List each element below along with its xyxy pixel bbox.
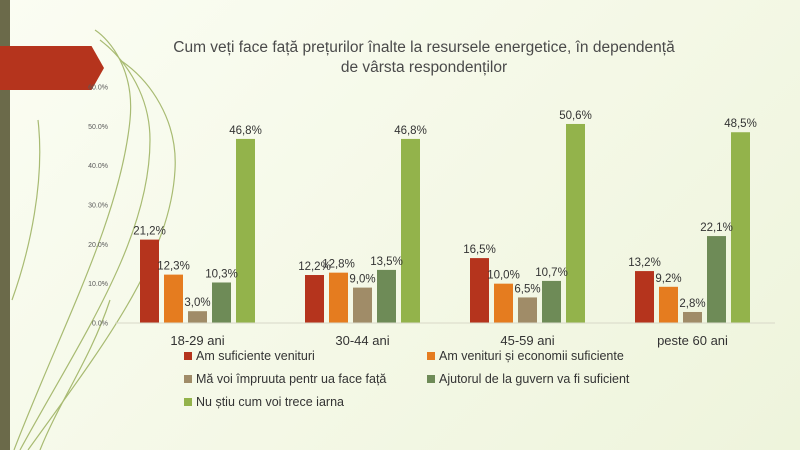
decorative-curves xyxy=(11,29,176,450)
title-ribbon xyxy=(0,46,104,90)
legend-swatch xyxy=(427,352,435,360)
x-tick-label: 18-29 ani xyxy=(170,333,224,348)
data-label: 16,5% xyxy=(463,244,496,256)
left-accent-bar xyxy=(0,0,10,450)
data-label: 22,1% xyxy=(700,222,733,234)
legend-label: Am venituri și economii suficiente xyxy=(439,349,624,363)
data-labels: 21,2% 12,3% 3,0% 10,3% 46,8% 12,2%12,8% 9,0% 13… xyxy=(133,110,757,310)
data-label: 12,8% xyxy=(322,259,355,271)
data-label: 50,6% xyxy=(559,110,592,122)
x-tick-label: 30-44 ani xyxy=(335,333,389,348)
data-label: 9,2% xyxy=(655,273,681,285)
legend-swatch xyxy=(184,398,192,406)
legend-swatch xyxy=(184,352,192,360)
data-label: 13,5% xyxy=(370,256,403,268)
bar xyxy=(329,272,348,323)
bar xyxy=(566,123,585,324)
data-label: 48,5% xyxy=(724,118,757,130)
data-label: 12,3% xyxy=(157,261,190,273)
bar xyxy=(188,311,207,323)
bars xyxy=(140,123,750,324)
bar xyxy=(518,297,537,323)
bar xyxy=(236,138,255,323)
data-label: 13,2% xyxy=(628,257,661,269)
bar xyxy=(353,287,372,323)
data-label: 6,5% xyxy=(514,283,540,295)
data-label: 12,2% xyxy=(298,261,331,273)
y-tick-label: 10.0% xyxy=(88,281,108,288)
data-label: 9,0% xyxy=(349,274,375,286)
legend-label: Nu știu cum voi trece iarna xyxy=(196,395,344,409)
bar xyxy=(707,236,726,323)
bar xyxy=(542,280,561,323)
y-axis: 0.0% 10.0% 20.0% 30.0% 40.0% 50.0% 60.0% xyxy=(88,85,108,328)
x-axis: 18-29 ani 30-44 ani 45-59 ani peste 60 ani xyxy=(115,322,775,348)
y-tick-label: 0.0% xyxy=(92,321,108,328)
chart-title-line: de vârsta respondenților xyxy=(341,59,507,76)
data-label: 10,0% xyxy=(487,270,520,282)
bar xyxy=(659,286,678,323)
x-tick-label: 45-59 ani xyxy=(500,333,554,348)
legend: Am suficiente venituri Am venituri și eco… xyxy=(184,349,630,409)
data-label: 46,8% xyxy=(229,125,262,137)
y-tick-label: 40.0% xyxy=(88,163,108,170)
data-label: 10,7% xyxy=(535,267,568,279)
data-label: 21,2% xyxy=(133,226,166,238)
bar xyxy=(164,274,183,323)
bar xyxy=(494,283,513,323)
legend-swatch xyxy=(427,375,435,383)
legend-swatch xyxy=(184,375,192,383)
y-tick-label: 30.0% xyxy=(88,203,108,210)
y-tick-label: 50.0% xyxy=(88,124,108,131)
x-tick-label: peste 60 ani xyxy=(657,333,728,348)
bar xyxy=(683,311,702,323)
bar xyxy=(377,269,396,323)
y-tick-label: 20.0% xyxy=(88,242,108,249)
bar xyxy=(635,271,654,323)
data-label: 3,0% xyxy=(184,297,210,309)
y-tick-label: 60.0% xyxy=(88,85,108,92)
data-label: 2,8% xyxy=(679,298,705,310)
legend-label: Mă voi împruuta pentr ua face față xyxy=(196,372,386,386)
data-label: 10,3% xyxy=(205,268,238,280)
bar xyxy=(470,258,489,323)
bar xyxy=(140,239,159,323)
bar xyxy=(212,282,231,323)
bar xyxy=(731,132,750,323)
legend-label: Ajutorul de la guvern va fi suficient xyxy=(439,372,630,386)
chart-title: Cum veți face față prețurilor înalte la … xyxy=(173,39,675,76)
legend-label: Am suficiente venituri xyxy=(196,349,315,363)
chart-title-line: Cum veți face față prețurilor înalte la … xyxy=(173,39,675,56)
bar xyxy=(305,275,324,323)
data-label: 46,8% xyxy=(394,125,427,137)
bar xyxy=(401,138,420,323)
